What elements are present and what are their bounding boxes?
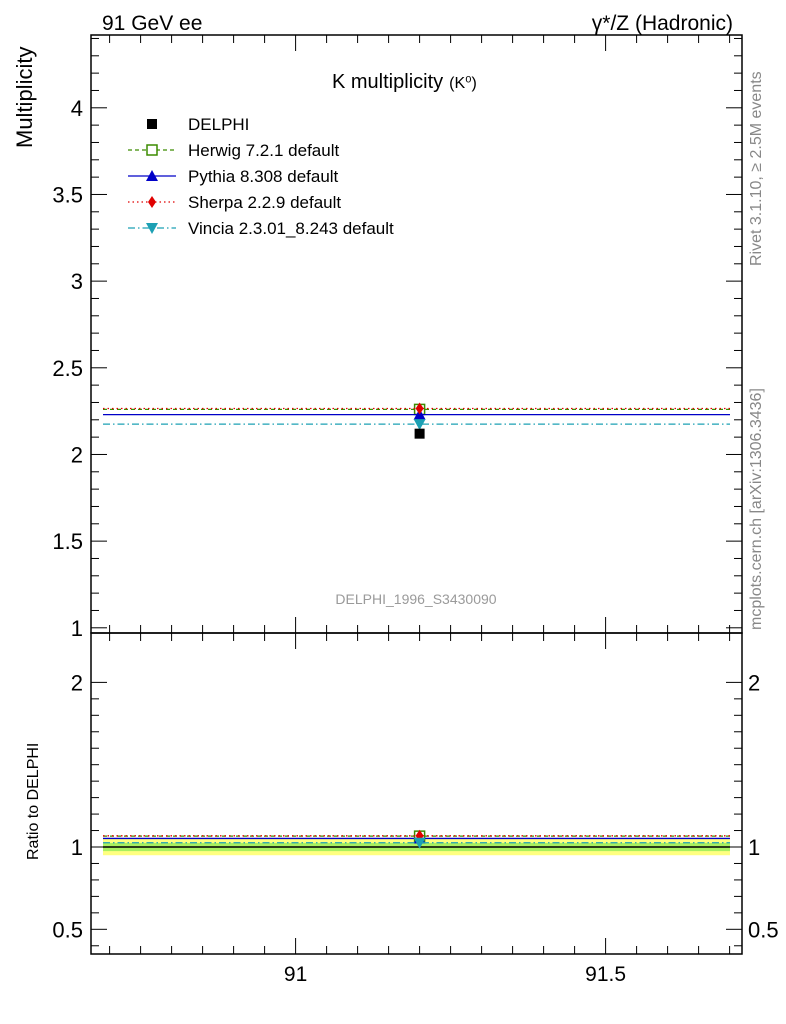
series-point [413,837,426,849]
main-title: K multiplicity (K⁰) [332,71,477,93]
watermark: DELPHI_1996_S3430090 [335,591,496,607]
side-label-mcplots: mcplots.cern.ch [arXiv:1306.3436] [748,388,765,630]
y-tick-label-right: 1 [748,835,760,860]
ratio-frame [90,632,743,955]
legend-marker [146,170,158,181]
y-tick-label: 2 [71,670,83,695]
main-title-suffix: (K⁰) [449,75,477,92]
header-left-label: 91 GeV ee [102,12,202,35]
main-title-text: K multiplicity [332,71,443,93]
y-tick-label: 0.5 [52,917,83,942]
legend-label: Sherpa 2.2.9 default [188,193,341,212]
side-label-rivet: Rivet 3.1.10, ≥ 2.5M events [748,71,765,266]
ratio-ylabel: Ratio to DELPHI [25,743,42,860]
y-tick-label: 1 [71,616,83,641]
x-tick-label: 91 [284,963,307,986]
y-tick-label: 3.5 [52,182,83,207]
legend-marker [146,223,158,234]
y-tick-label: 1.5 [52,529,83,554]
header-right-label: γ*/Z (Hadronic) [592,12,733,35]
series-point [413,419,426,431]
legend-label: Vincia 2.3.01_8.243 default [188,219,394,238]
ratio-panel: 0.5 0.5 1 1 2 2 91 91.5 Ratio to DELPHI [25,632,779,986]
legend: DELPHI Herwig 7.2.1 default Pythia 8.308 d… [128,115,394,238]
legend-marker [146,144,158,156]
y-tick-label-right: 0.5 [748,917,779,942]
y-tick-label: 2.5 [52,356,83,381]
x-tick-label: 91.5 [585,963,626,986]
main-ylabel: Multiplicity [12,47,37,148]
legend-marker [147,119,157,129]
series-point [415,402,424,415]
y-tick-label-right: 2 [748,670,760,695]
y-tick-label: 3 [71,269,83,294]
legend-label: Pythia 8.308 default [188,167,339,186]
legend-label: DELPHI [188,115,249,134]
main-panel: 1 1.5 2 2.5 3 3.5 4 K multiplicity (K⁰) Multipl… [12,34,743,641]
legend-marker [148,196,156,208]
y-tick-label: 4 [71,96,83,121]
y-tick-label: 1 [71,835,83,860]
y-tick-label: 2 [71,442,83,467]
data-point [414,428,425,439]
legend-label: Herwig 7.2.1 default [188,141,339,160]
